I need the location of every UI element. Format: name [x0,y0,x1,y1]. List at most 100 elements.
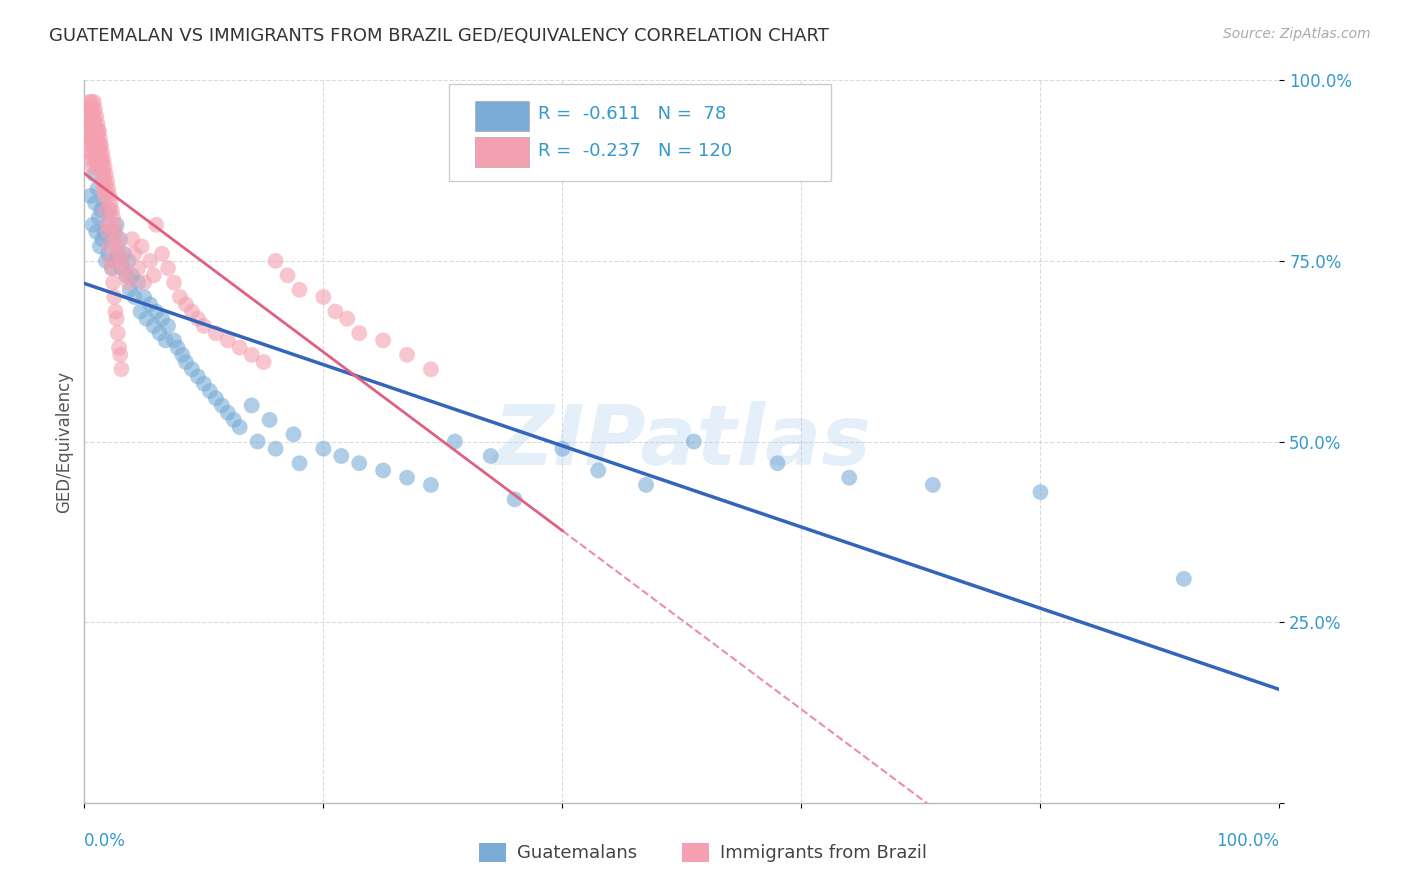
Point [100,232,122,246]
Point [107,246,129,260]
Point [205,391,228,405]
Point [229,341,252,355]
Point [83,138,105,153]
Point [79,102,101,116]
Point [93,196,115,211]
Point [84,196,107,211]
Point [101,203,124,218]
Point [96,174,118,188]
Point [396,348,419,362]
Point [83,124,105,138]
Point [1029,485,1052,500]
Point [115,268,138,283]
Point [84,102,107,116]
Point [103,290,125,304]
Point [80,138,103,153]
Point [142,268,165,283]
Point [84,117,107,131]
Point [83,95,105,109]
Point [77,102,100,116]
Point [187,311,209,326]
Point [181,304,204,318]
Point [100,253,122,268]
Point [205,326,228,340]
Point [112,261,135,276]
Point [87,211,110,225]
Point [132,290,156,304]
Point [80,110,103,124]
Point [89,131,111,145]
Point [150,246,173,260]
Point [240,348,263,362]
Point [420,478,443,492]
Point [91,167,114,181]
Point [77,95,100,109]
Point [83,167,105,181]
Point [83,110,105,124]
Point [246,434,269,449]
Point [551,442,574,456]
Point [349,456,371,470]
Point [97,246,120,260]
Point [127,261,149,276]
Point [121,232,143,246]
Point [174,355,197,369]
Point [288,456,311,470]
Point [91,160,114,174]
Point [104,304,127,318]
Point [127,276,149,290]
Point [91,232,114,246]
Point [82,102,104,116]
Text: ZIPatlas: ZIPatlas [494,401,870,482]
Point [118,283,141,297]
Point [93,174,115,188]
Point [86,124,108,138]
Point [396,470,419,484]
Point [101,276,124,290]
Point [110,246,132,260]
Point [86,225,108,239]
Point [253,355,276,369]
Point [87,153,110,167]
Point [312,290,335,304]
Point [90,153,112,167]
Point [149,326,172,340]
Point [588,463,610,477]
Point [90,153,112,167]
Point [76,117,98,131]
Point [93,153,115,167]
Point [89,138,111,153]
Point [135,311,157,326]
Point [96,218,118,232]
Point [110,261,132,276]
Text: 100.0%: 100.0% [1216,831,1279,850]
Point [97,225,120,239]
Point [93,160,115,174]
Point [89,145,111,160]
Point [373,334,395,348]
Point [93,225,115,239]
Point [636,478,658,492]
Point [259,413,281,427]
Point [103,218,125,232]
Point [93,167,115,181]
Point [98,239,121,253]
Point [79,131,101,145]
Point [503,492,526,507]
Point [79,117,101,131]
Point [217,406,239,420]
Point [157,261,180,276]
Point [101,261,124,276]
Legend: Guatemalans, Immigrants from Brazil: Guatemalans, Immigrants from Brazil [472,836,934,870]
Point [91,174,114,188]
Point [349,326,371,340]
Point [193,318,215,333]
Point [79,145,101,160]
Point [157,318,180,333]
Point [229,420,252,434]
Point [112,246,135,260]
Point [198,384,221,398]
Text: 0.0%: 0.0% [84,831,127,850]
Point [124,290,146,304]
Point [108,341,131,355]
